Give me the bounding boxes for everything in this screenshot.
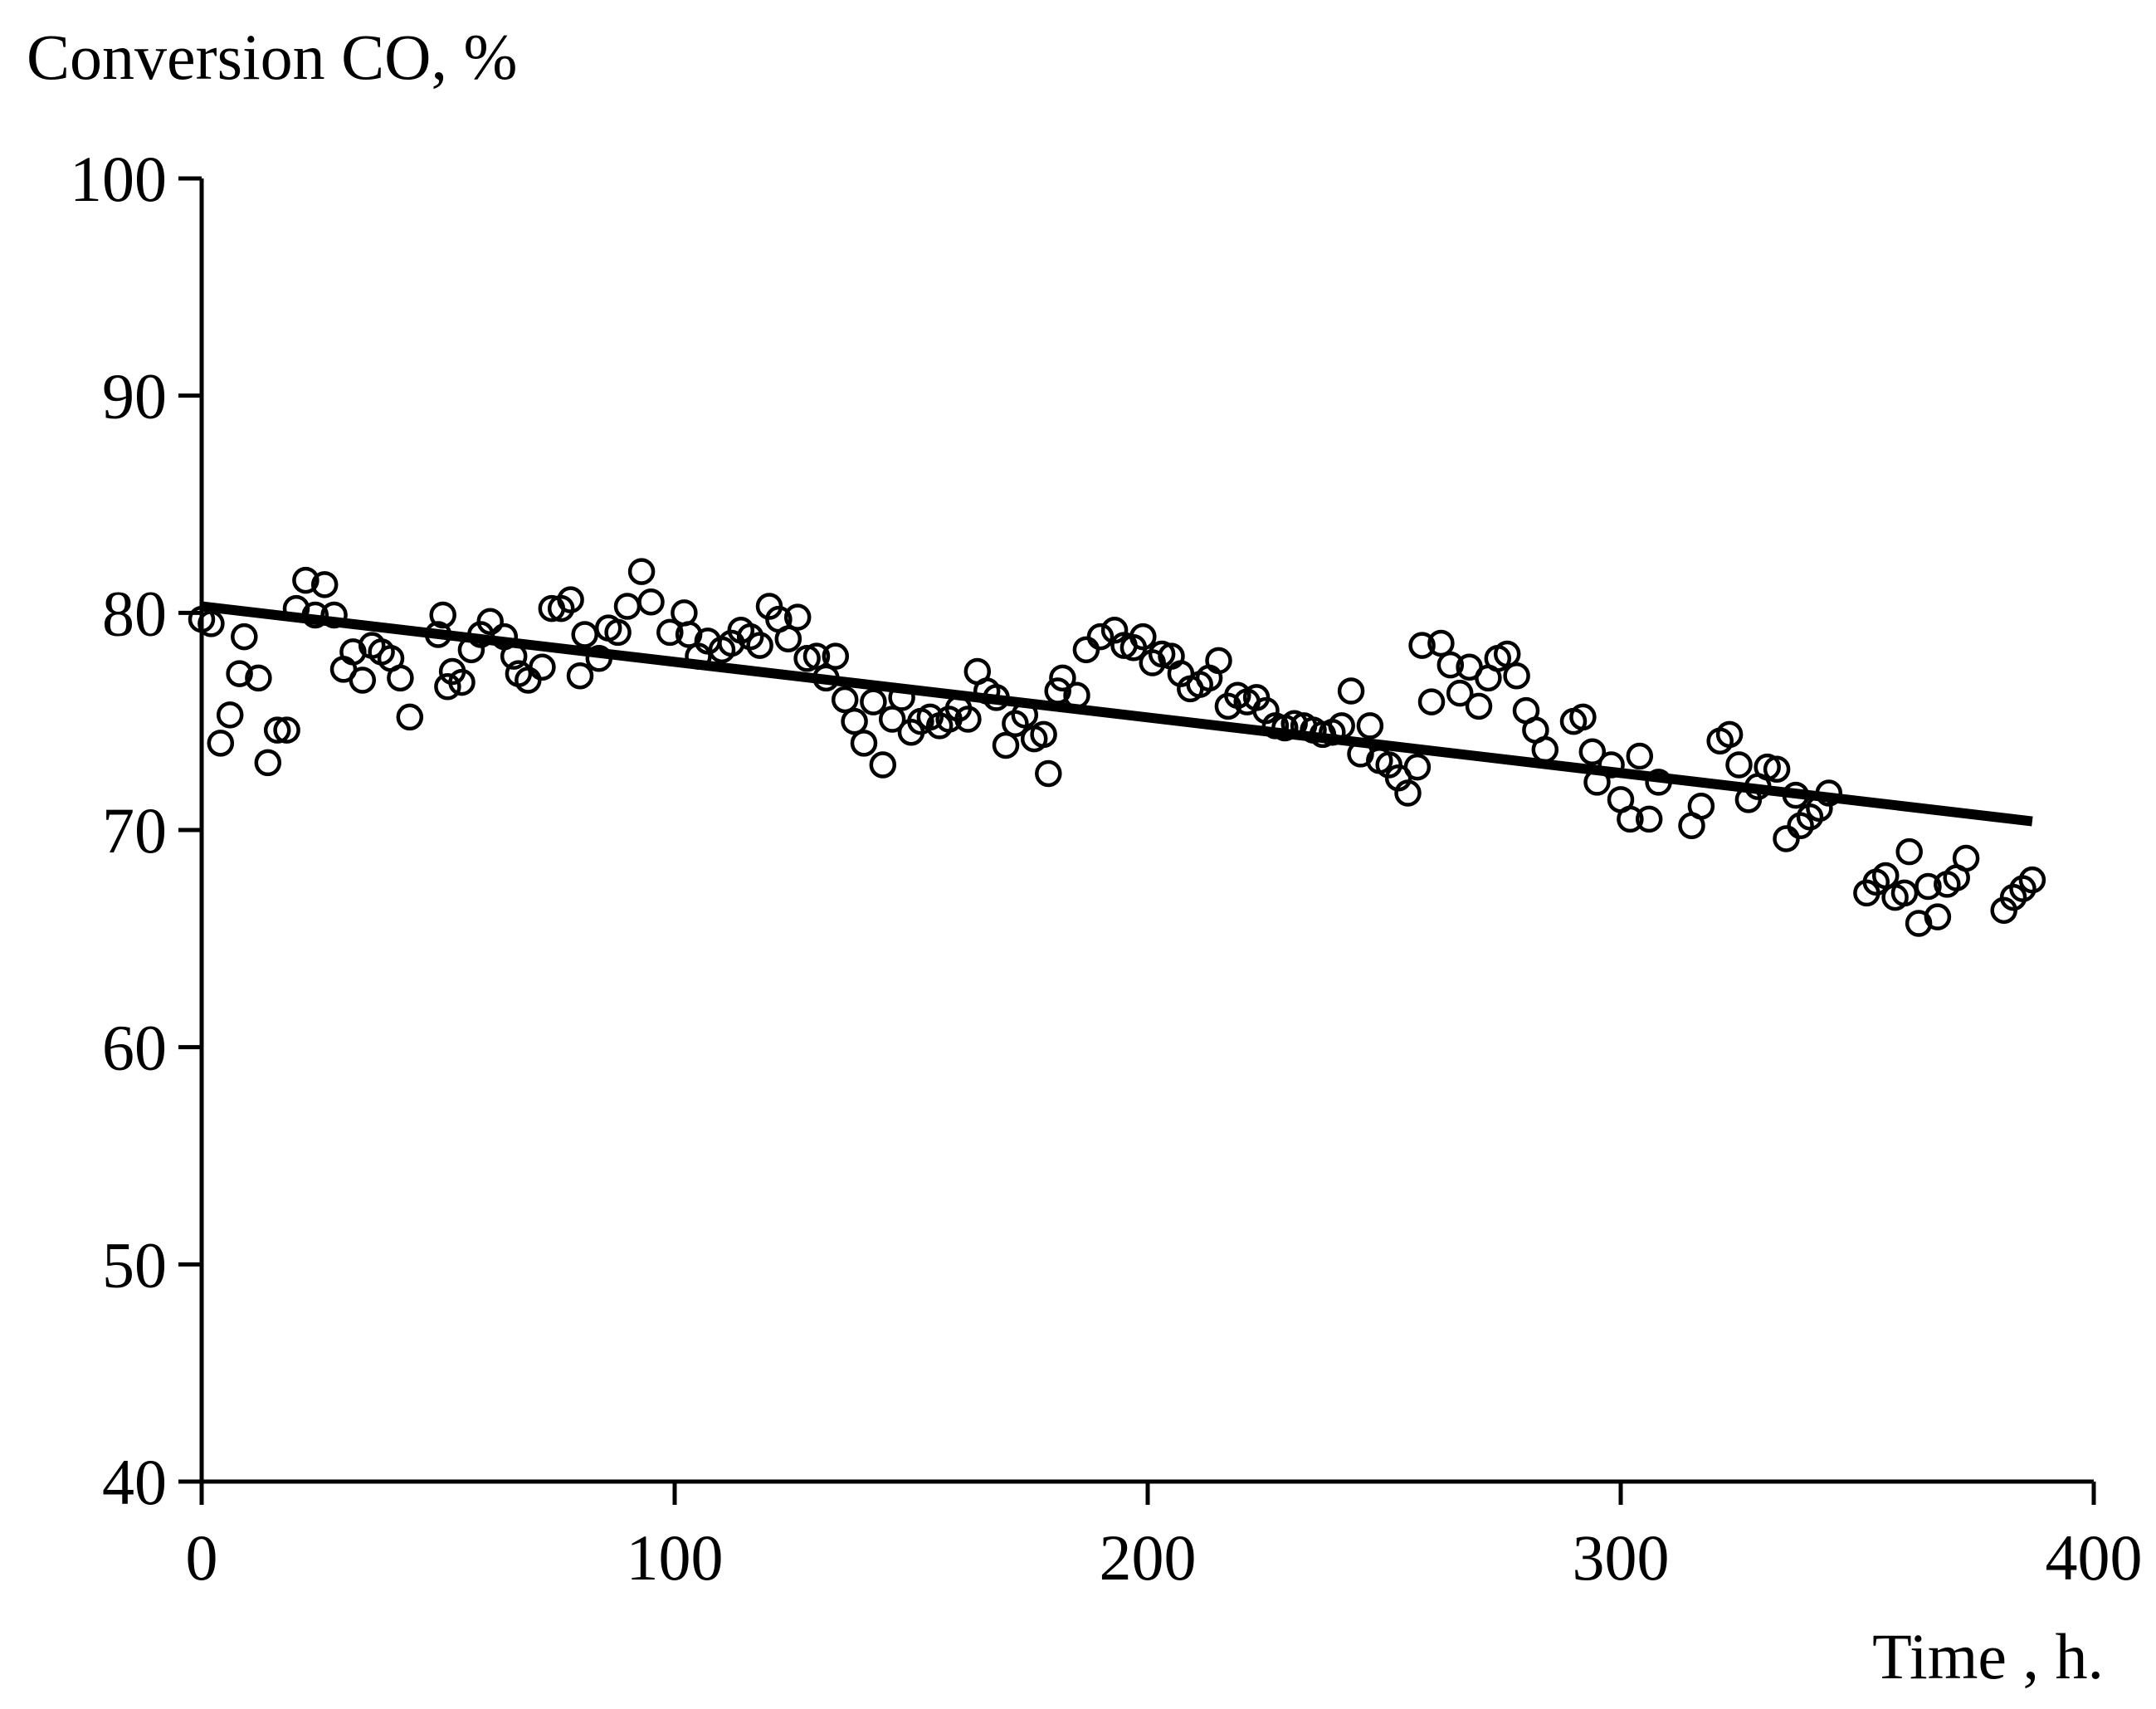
data-point [226, 660, 253, 687]
data-point [783, 603, 812, 631]
data-point [656, 618, 684, 647]
data-point [1086, 623, 1115, 651]
trend-line [201, 601, 2033, 827]
data-point [1578, 738, 1607, 766]
data-point [627, 558, 656, 585]
data-point [216, 701, 244, 729]
data-point [1569, 703, 1597, 731]
y-tick-label: 100 [70, 143, 167, 215]
data-point [1417, 688, 1446, 715]
data-point [1924, 903, 1952, 930]
y-tick-label: 50 [102, 1228, 167, 1301]
data-point [1394, 779, 1422, 807]
x-tick-label: 0 [186, 1521, 218, 1594]
data-point [207, 730, 235, 757]
y-axis-title: Conversion CO, % [27, 21, 517, 93]
data-point [869, 751, 897, 779]
data-point [1035, 759, 1062, 788]
x-tick-label: 100 [627, 1521, 724, 1594]
data-point [231, 623, 258, 651]
data-point [254, 749, 282, 777]
data-point [1072, 636, 1100, 664]
data-point [1049, 664, 1076, 692]
data-point [529, 653, 556, 681]
data-point [1871, 862, 1900, 890]
data-point [310, 571, 339, 598]
data-point [1626, 742, 1654, 770]
data-point [1503, 662, 1530, 690]
data-point [637, 588, 665, 616]
data-point [1493, 640, 1521, 668]
data-point [1356, 712, 1384, 740]
data-point [1773, 825, 1800, 852]
data-point [566, 662, 594, 690]
data-point [746, 632, 773, 659]
y-tick-label: 90 [102, 360, 167, 432]
data-point [613, 593, 641, 620]
data-point [245, 664, 272, 692]
data-point [1617, 805, 1644, 833]
y-tick-label: 80 [102, 577, 167, 649]
data-point [2018, 866, 2046, 894]
data-point [671, 599, 698, 627]
data-point [1715, 720, 1744, 749]
x-tick-label: 200 [1100, 1521, 1197, 1594]
data-point [878, 706, 906, 733]
data-point [1763, 755, 1791, 783]
data-point [850, 730, 878, 757]
data-point [434, 673, 461, 701]
data-point [263, 716, 291, 744]
data-point [954, 706, 982, 733]
data-point [1205, 647, 1232, 675]
x-tick-label: 400 [2046, 1521, 2143, 1594]
data-point [1890, 879, 1919, 907]
data-point [1403, 753, 1432, 781]
data-point [822, 642, 850, 670]
data-point [1337, 677, 1365, 705]
y-tick-label: 70 [102, 794, 167, 867]
data-point [1725, 751, 1753, 779]
data-point [1635, 805, 1663, 833]
data-point [1465, 692, 1493, 720]
data-point [557, 586, 584, 613]
data-point [1895, 837, 1923, 866]
data-point [1437, 651, 1465, 679]
data-point [860, 688, 887, 715]
data-point [1030, 720, 1057, 749]
data-point [448, 668, 476, 696]
data-point [396, 703, 424, 731]
data-point [1446, 679, 1474, 707]
data-point [1915, 872, 1942, 901]
data-point [349, 667, 377, 694]
data-point [1408, 632, 1436, 659]
data-point [292, 566, 319, 594]
data-point [604, 618, 632, 647]
data-point [571, 621, 598, 648]
data-point [774, 625, 802, 652]
data-point [429, 601, 456, 629]
x-axis-title: Time , h. [1872, 1620, 2104, 1692]
data-point [841, 707, 868, 735]
series-conversion-co [188, 558, 2046, 937]
data-point [1531, 735, 1559, 764]
data-point [1129, 623, 1157, 651]
data-point [387, 664, 414, 692]
y-tick-label: 60 [102, 1012, 167, 1084]
data-point [1687, 792, 1715, 820]
y-tick-label: 40 [102, 1446, 167, 1518]
data-point [1952, 844, 1980, 872]
plot-area: 40 50 60 70 80 90 100 0 100 200 300 400 [70, 143, 2143, 1594]
data-point [1427, 629, 1455, 657]
data-point [992, 731, 1020, 759]
data-point [273, 716, 300, 744]
data-point [476, 608, 504, 636]
data-point [802, 642, 831, 670]
data-point [831, 686, 859, 714]
x-tick-label: 300 [1573, 1521, 1670, 1594]
